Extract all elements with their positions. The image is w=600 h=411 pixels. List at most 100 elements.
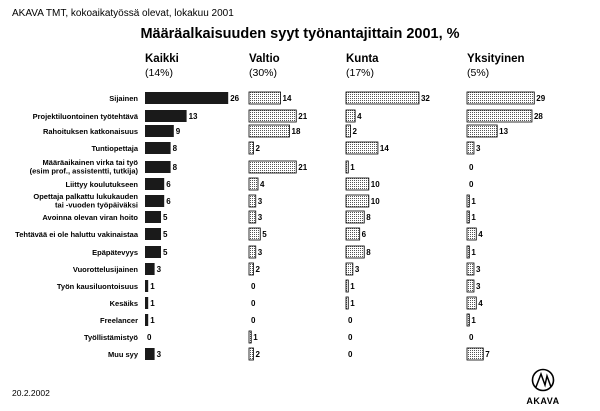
- logo-text: AKAVA: [526, 396, 559, 406]
- bar: [248, 109, 297, 123]
- value-label: 3: [476, 144, 481, 153]
- value-label: 3: [258, 248, 263, 257]
- bar: [145, 263, 155, 275]
- value-label: 3: [258, 213, 263, 222]
- bar: [345, 160, 349, 174]
- category-label: Kesäiks: [110, 299, 138, 308]
- value-label: 6: [166, 197, 171, 206]
- category-label: Liittyy koulutukseen: [65, 180, 138, 189]
- value-label: 28: [534, 112, 543, 121]
- value-label: 4: [478, 299, 483, 308]
- panel-title-yksityinen: Yksityinen: [467, 53, 525, 65]
- bar: [466, 194, 470, 208]
- bar: [248, 262, 254, 276]
- bar: [145, 125, 174, 137]
- value-label: 10: [371, 180, 380, 189]
- value-label: 21: [298, 163, 307, 172]
- bar: [345, 245, 365, 259]
- bars: [145, 91, 535, 361]
- value-label: 0: [251, 282, 256, 291]
- bar: [145, 297, 149, 309]
- bar: [145, 161, 171, 173]
- value-label: 3: [355, 265, 360, 274]
- value-label: 1: [350, 163, 355, 172]
- bar: [466, 262, 475, 276]
- bar: [248, 124, 290, 138]
- date-label: 20.2.2002: [12, 388, 50, 398]
- bar: [466, 347, 484, 361]
- value-label: 8: [366, 248, 371, 257]
- value-label: 8: [173, 163, 178, 172]
- bar: [466, 313, 470, 327]
- bar: [248, 91, 281, 105]
- bar: [466, 279, 475, 293]
- category-label: Vuorottelusijainen: [73, 265, 139, 274]
- bar: [466, 91, 535, 105]
- value-label: 4: [357, 112, 362, 121]
- value-label: 0: [251, 316, 256, 325]
- value-label: 0: [251, 299, 256, 308]
- category-label: Epäpätevyys: [92, 248, 138, 257]
- bar: [248, 160, 297, 174]
- bar: [345, 124, 351, 138]
- bar: [345, 210, 365, 224]
- value-label: 0: [469, 333, 474, 342]
- value-label: 4: [260, 180, 265, 189]
- bar: [345, 141, 379, 155]
- value-label: 14: [283, 94, 292, 103]
- bar: [145, 348, 155, 360]
- bar: [145, 211, 161, 223]
- bar: [145, 195, 165, 207]
- bar: [345, 194, 370, 208]
- value-label: 13: [499, 127, 508, 136]
- category-label: Tuntiopettaja: [91, 144, 138, 153]
- bar: [145, 228, 161, 240]
- bar: [345, 296, 349, 310]
- bar: [345, 177, 370, 191]
- value-label: 14: [380, 144, 389, 153]
- value-label: 0: [348, 316, 353, 325]
- bar: [248, 177, 259, 191]
- value-label: 21: [298, 112, 307, 121]
- bar: [145, 246, 161, 258]
- value-label: 3: [476, 282, 481, 291]
- value-label: 3: [258, 197, 263, 206]
- value-label: 1: [471, 248, 476, 257]
- value-label: 1: [350, 299, 355, 308]
- value-label: 1: [253, 333, 258, 342]
- category-label: Määräaikainen virka tai työ (esim prof., …: [30, 158, 139, 176]
- bar: [248, 194, 257, 208]
- value-label: 2: [256, 265, 261, 274]
- panel-title-kunta: Kunta: [346, 53, 379, 65]
- category-label: Muu syy: [108, 350, 139, 359]
- bar: [145, 142, 171, 154]
- category-labels: Sijainen Projektiluontoinen työtehtävä Rah…: [15, 94, 139, 359]
- bar: [248, 210, 257, 224]
- bar: [466, 124, 498, 138]
- value-labels: 2613988665553111031421182214335320001232…: [147, 94, 546, 359]
- panel-share-valtio: (30%): [249, 67, 277, 79]
- bar: [466, 210, 470, 224]
- value-label: 0: [348, 333, 353, 342]
- bar: [345, 262, 354, 276]
- panel-title-kaikki: Kaikki: [145, 53, 179, 65]
- category-label: Avoinna olevan viran hoito: [42, 213, 138, 222]
- value-label: 0: [469, 163, 474, 172]
- value-label: 8: [173, 144, 178, 153]
- value-label: 7: [485, 350, 490, 359]
- bar: [466, 296, 477, 310]
- value-label: 0: [147, 333, 152, 342]
- value-label: 2: [256, 350, 261, 359]
- bar: [145, 110, 187, 122]
- bar: [466, 227, 477, 241]
- chart-title: Määräalkaisuuden syyt työnantajittain 20…: [140, 26, 459, 42]
- bar: [466, 245, 470, 259]
- value-label: 3: [157, 350, 162, 359]
- category-label: Projektiluontoinen työtehtävä: [33, 112, 139, 121]
- category-label: Rahoituksen katkonaisuus: [43, 127, 138, 136]
- value-label: 1: [150, 299, 155, 308]
- bar: [466, 141, 475, 155]
- category-label: Freelancer: [100, 316, 138, 325]
- category-label: Sijainen: [109, 94, 138, 103]
